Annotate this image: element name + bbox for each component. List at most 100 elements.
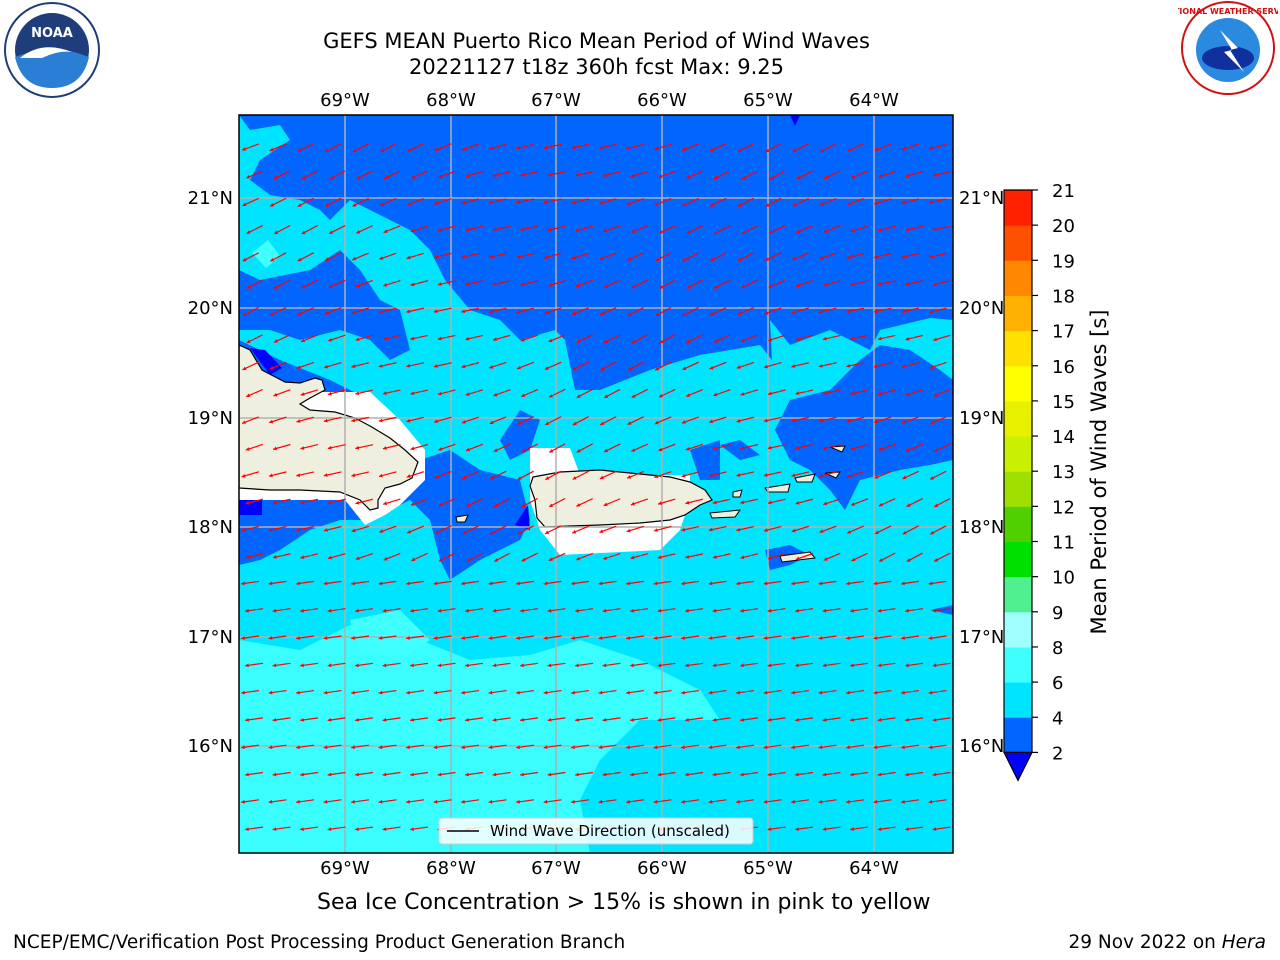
wave-direction-arrow <box>685 443 704 451</box>
colorbar-tick-label: 16 <box>1052 357 1075 378</box>
wave-direction-arrow <box>437 771 456 777</box>
wave-direction-arrow <box>818 799 837 804</box>
wave-direction-arrow <box>575 279 594 288</box>
wave-direction-arrow <box>768 225 786 235</box>
wave-direction-arrow <box>929 854 947 858</box>
wave-direction-arrow <box>657 553 676 559</box>
wave-direction-arrow <box>492 662 511 668</box>
wave-direction-arrow <box>379 252 397 260</box>
wave-direction-arrow <box>791 362 810 368</box>
wave-direction-arrow <box>736 744 755 750</box>
wave-direction-arrow <box>795 771 814 777</box>
wave-direction-arrow <box>572 470 589 480</box>
wave-direction-arrow <box>268 799 287 804</box>
wave-direction-arrow <box>736 799 755 804</box>
wave-direction-arrow <box>352 143 369 153</box>
wave-direction-arrow <box>763 471 782 477</box>
wave-direction-arrow <box>378 580 397 586</box>
wave-direction-arrow <box>929 525 947 535</box>
wave-direction-arrow <box>521 443 538 453</box>
lat-tick-label: 18°N <box>959 517 1004 538</box>
wave-direction-arrow <box>850 334 869 341</box>
lon-tick-label: 64°W <box>849 90 899 111</box>
wave-direction-arrow <box>873 307 892 314</box>
wave-direction-arrow <box>818 744 837 750</box>
wave-direction-arrow <box>791 580 810 586</box>
wave-direction-arrow <box>873 362 892 368</box>
wave-direction-arrow <box>905 280 924 286</box>
wave-direction-arrow <box>654 471 672 479</box>
wave-direction-arrow <box>323 744 342 750</box>
wave-direction-arrow <box>269 143 287 152</box>
colorbar-tick-label: 6 <box>1052 673 1063 694</box>
wave-direction-arrow <box>461 799 480 804</box>
wave-direction-arrow <box>901 362 920 369</box>
wave-direction-arrow <box>323 799 342 804</box>
wave-direction-arrow <box>685 170 703 179</box>
wave-direction-arrow <box>410 280 429 287</box>
wave-direction-arrow <box>433 635 452 640</box>
wave-direction-arrow <box>599 252 617 261</box>
wave-direction-arrow <box>268 580 287 586</box>
wave-direction-arrow <box>795 826 814 831</box>
wave-direction-arrow <box>406 635 425 640</box>
wave-direction-arrow <box>433 799 452 804</box>
wave-direction-arrow <box>351 744 370 750</box>
wave-direction-arrow <box>351 525 370 533</box>
wave-direction-arrow <box>685 662 704 668</box>
colorbar-segment <box>1004 295 1032 332</box>
wave-direction-arrow <box>269 197 287 207</box>
wave-direction-arrow <box>571 198 590 205</box>
wave-direction-arrow <box>492 225 511 232</box>
wave-direction-arrow <box>682 361 699 371</box>
wave-direction-arrow <box>269 854 287 858</box>
wave-direction-arrow <box>933 443 951 453</box>
wave-direction-arrow <box>269 416 287 424</box>
wave-direction-arrow <box>520 171 539 177</box>
lat-tick-label: 16°N <box>188 736 233 757</box>
wave-direction-arrow <box>599 361 617 371</box>
wave-direction-arrow <box>433 744 452 750</box>
wave-direction-arrow <box>242 306 259 317</box>
wave-direction-arrow <box>653 744 672 750</box>
wave-direction-arrow <box>846 799 865 804</box>
lon-tick-label: 66°W <box>637 90 687 111</box>
wave-direction-arrow <box>713 170 731 180</box>
wave-direction-arrow <box>516 689 535 695</box>
wave-direction-arrow <box>906 498 923 508</box>
wave-direction-arrow <box>300 444 319 450</box>
wave-direction-arrow <box>763 744 782 750</box>
wave-direction-arrow <box>846 307 865 314</box>
wave-direction-arrow <box>488 689 507 695</box>
wave-direction-arrow <box>736 307 754 316</box>
wave-direction-arrow <box>543 143 562 150</box>
wave-direction-arrow <box>272 443 291 451</box>
wave-direction-arrow <box>438 498 456 507</box>
wave-direction-arrow <box>767 771 786 777</box>
wave-direction-arrow <box>492 717 511 722</box>
wave-direction-arrow <box>516 143 535 150</box>
wave-direction-arrow <box>873 799 892 804</box>
wave-direction-arrow <box>461 744 480 750</box>
wave-direction-arrow <box>791 471 810 478</box>
lat-tick-label: 20°N <box>188 298 233 319</box>
wave-direction-arrow <box>378 416 397 423</box>
wave-direction-arrow <box>878 552 896 562</box>
wave-direction-arrow <box>268 635 287 640</box>
wave-direction-arrow <box>877 717 896 722</box>
wave-direction-arrow <box>273 389 291 397</box>
wave-direction-arrow <box>627 361 644 371</box>
wave-direction-arrow <box>300 826 319 831</box>
wave-direction-arrow <box>382 717 401 722</box>
wave-direction-arrow <box>547 771 566 777</box>
footer-date-text: 29 Nov 2022 on <box>1068 932 1222 953</box>
lon-tick-label: 68°W <box>426 858 476 879</box>
wave-direction-arrow <box>658 388 676 398</box>
wave-direction-arrow <box>516 307 535 314</box>
wave-direction-arrow <box>740 444 759 450</box>
wave-direction-arrow <box>654 143 672 151</box>
wave-direction-arrow <box>874 143 892 152</box>
wave-direction-arrow <box>327 662 346 668</box>
wave-direction-arrow <box>654 197 672 206</box>
wave-direction-arrow <box>356 225 373 234</box>
